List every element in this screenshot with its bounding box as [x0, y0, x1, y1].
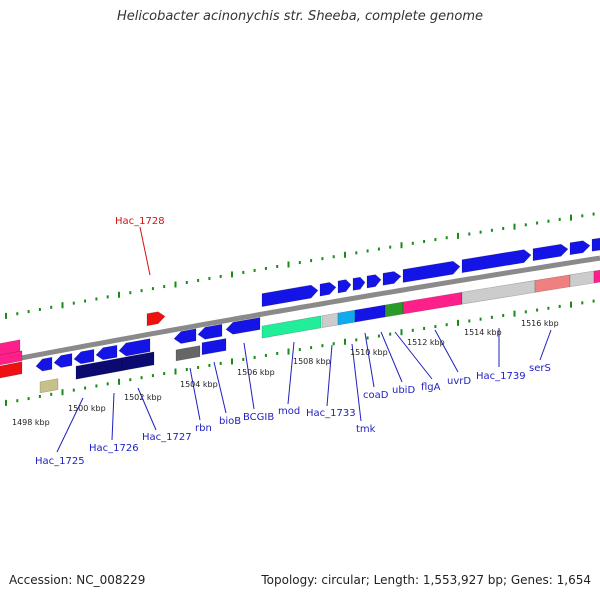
gene-arrow — [402, 260, 461, 283]
gene-block — [261, 315, 322, 339]
map-title: Helicobacter acinonychis str. Sheeba, co… — [116, 9, 483, 24]
gene-label-rbn[interactable]: rbn — [195, 423, 212, 434]
gene-block — [402, 291, 463, 315]
gene-block — [354, 304, 386, 323]
gene-block — [593, 269, 600, 284]
gene-label-hac-1739[interactable]: Hac_1739 — [476, 371, 526, 382]
gene-arrow — [319, 282, 337, 297]
leader-line — [434, 329, 459, 373]
gene-block — [321, 312, 339, 329]
gene-block — [569, 270, 595, 288]
gene-arrow — [382, 271, 402, 286]
gene-block — [384, 301, 404, 318]
gene-label-tmk[interactable]: tmk — [356, 424, 376, 435]
leader-line — [364, 332, 375, 388]
gene-arrow — [146, 311, 166, 327]
gene-arrow — [261, 284, 319, 307]
gene-arrow — [532, 243, 569, 262]
gene-block — [0, 350, 23, 366]
kbp-label: 1508 kbp — [293, 357, 331, 366]
kbp-label: 1504 kbp — [180, 380, 218, 389]
gene-arrow — [337, 279, 352, 294]
gene-arrow — [352, 276, 366, 291]
gene-arrow — [53, 353, 73, 368]
gene-label-coad[interactable]: coaD — [363, 390, 389, 401]
gene-label-hac-1725[interactable]: Hac_1725 — [35, 456, 85, 467]
gene-arrow — [0, 361, 23, 379]
accession-text: Accession: NC_008229 — [9, 573, 146, 587]
gene-block — [201, 338, 227, 356]
gene-arrow — [569, 240, 591, 256]
gene-features — [0, 237, 600, 394]
genome-backbone — [0, 255, 600, 365]
gene-arrow — [35, 356, 53, 372]
leader-line — [326, 344, 333, 407]
gene-arrow — [366, 274, 382, 289]
kbp-label: 1514 kbp — [464, 328, 502, 337]
leader-line — [139, 226, 151, 276]
gene-label-hac-1728[interactable]: Hac_1728 — [115, 216, 165, 227]
gene-arrow — [173, 328, 197, 344]
gene-label-hac-1733[interactable]: Hac_1733 — [306, 408, 356, 419]
leader-line — [351, 343, 362, 422]
kbp-label: 1510 kbp — [350, 348, 388, 357]
leader-line — [394, 331, 433, 380]
gene-block — [461, 280, 536, 305]
kbp-label: 1500 kbp — [68, 404, 106, 413]
gene-label-uvrd[interactable]: uvrD — [447, 376, 471, 387]
gene-arrow — [73, 349, 95, 365]
leader-line — [243, 342, 255, 410]
kbp-label: 1516 kbp — [521, 319, 559, 328]
gene-block — [121, 351, 155, 372]
kbp-label: 1512 kbp — [407, 338, 445, 347]
gene-label-biob[interactable]: bioB — [219, 416, 241, 427]
leader-line — [287, 341, 295, 405]
gene-label-hac-1727[interactable]: Hac_1727 — [142, 432, 192, 443]
kbp-label: 1498 kbp — [12, 418, 50, 427]
gene-arrow — [225, 317, 261, 335]
kbp-label: 1506 kbp — [237, 368, 275, 377]
gene-block — [39, 378, 59, 394]
leader-line — [189, 367, 201, 421]
leader-line — [111, 392, 115, 441]
genome-summary-text: Topology: circular; Length: 1,553,927 bp… — [261, 573, 591, 587]
gene-label-hac-1726[interactable]: Hac_1726 — [89, 443, 139, 454]
kbp-label: 1502 kbp — [124, 393, 162, 402]
gene-label-flga[interactable]: flgA — [421, 382, 441, 393]
label-leader-lines — [56, 226, 552, 453]
gene-block — [534, 274, 571, 293]
leader-line — [539, 329, 552, 361]
leader-line — [56, 397, 84, 453]
gene-arrow — [197, 323, 223, 340]
leader-line — [380, 331, 403, 383]
backbone-track — [0, 255, 600, 365]
leader-line — [137, 387, 157, 431]
gene-arrow — [95, 344, 118, 361]
scale-ticks — [5, 212, 595, 406]
gene-label-bcgib[interactable]: BCGIB — [243, 412, 274, 423]
gene-arrow — [461, 249, 532, 274]
gene-label-ubid[interactable]: ubiD — [392, 385, 415, 396]
gene-arrow — [118, 338, 151, 357]
leader-line — [213, 361, 227, 414]
gene-block — [175, 345, 201, 362]
gene-block — [337, 309, 356, 326]
gene-arrow — [591, 237, 600, 252]
gene-label-sers[interactable]: serS — [529, 363, 551, 374]
gene-label-mod[interactable]: mod — [278, 406, 300, 417]
